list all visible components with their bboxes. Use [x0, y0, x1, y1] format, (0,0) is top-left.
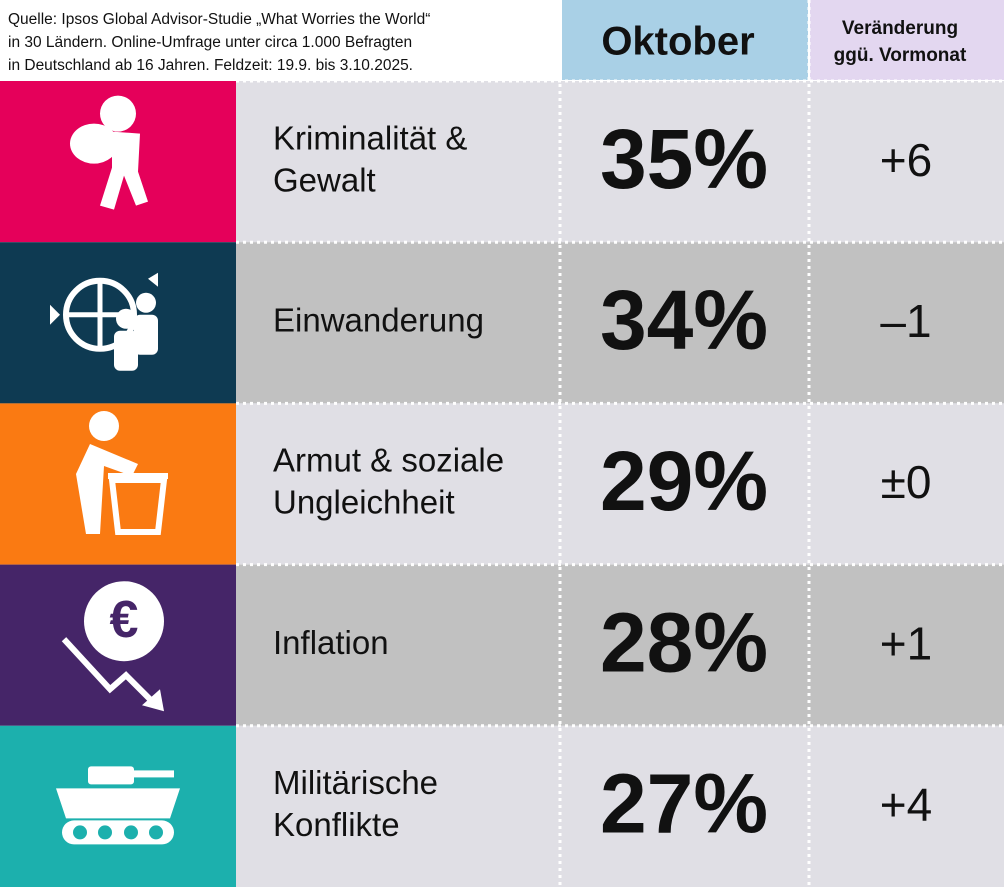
- row-label: Konflikte: [273, 806, 400, 843]
- row-change: –1: [880, 295, 931, 347]
- label-cell: [236, 81, 1004, 243]
- row-label: Armut & soziale: [273, 442, 504, 479]
- row-label: Militärische: [273, 764, 438, 801]
- row-value: 28%: [600, 595, 768, 689]
- row-label: Ungleichheit: [273, 484, 455, 521]
- icon-part: [134, 314, 158, 355]
- icon-part: [88, 766, 134, 785]
- label-cell: [236, 725, 1004, 887]
- row-value: 35%: [600, 112, 768, 206]
- icon: [56, 766, 180, 845]
- label-cell: [236, 403, 1004, 565]
- header-month: Oktober: [601, 20, 754, 64]
- icon-part: [124, 825, 138, 840]
- source-line: in 30 Ländern. Online-Umfrage unter circ…: [8, 34, 412, 51]
- icon-part: [61, 637, 157, 706]
- icon-part: [89, 411, 119, 441]
- header-change-cell: [810, 0, 1004, 80]
- header-month-cell: [562, 0, 808, 80]
- icon-part: [76, 444, 138, 534]
- row-change: +6: [880, 134, 932, 186]
- icon: [76, 411, 168, 535]
- icon-part: [116, 308, 136, 329]
- icon-part: [114, 330, 138, 371]
- header-change: ggü. Vormonat: [834, 45, 967, 66]
- row-change: +1: [880, 617, 932, 669]
- icon: [70, 95, 148, 210]
- icon-part: [62, 820, 174, 845]
- row-change: +4: [880, 779, 932, 831]
- icon-part: [100, 131, 148, 210]
- icon-part: [100, 95, 136, 132]
- row-value: 29%: [600, 434, 768, 528]
- label-cell: [236, 564, 1004, 726]
- row-value: 27%: [600, 757, 768, 851]
- icon-part: [136, 292, 156, 313]
- header-change: Veränderung: [842, 18, 958, 39]
- row-value: 34%: [600, 273, 768, 367]
- icon-part: €: [110, 591, 139, 649]
- icon: [50, 272, 158, 371]
- row-label: Gewalt: [273, 161, 376, 198]
- icon-part: [149, 825, 163, 840]
- row-change: ±0: [881, 456, 932, 508]
- icon-part: [56, 788, 180, 819]
- label-cell: [236, 242, 1004, 404]
- icon-part: [142, 689, 164, 712]
- icon: €: [61, 581, 164, 712]
- icon-part: [84, 581, 164, 662]
- row-label: Inflation: [273, 624, 389, 661]
- icon-part: [73, 825, 87, 840]
- icon-part: [134, 770, 174, 778]
- source-line: in Deutschland ab 16 Jahren. Feldzeit: 1…: [8, 57, 413, 74]
- icon-part: [70, 123, 118, 164]
- row-label: Einwanderung: [273, 302, 484, 339]
- icon-part: [108, 477, 168, 535]
- row-label: Kriminalität &: [273, 119, 467, 156]
- icon-part: [98, 825, 112, 840]
- source-line: Quelle: Ipsos Global Advisor-Studie „Wha…: [8, 11, 430, 28]
